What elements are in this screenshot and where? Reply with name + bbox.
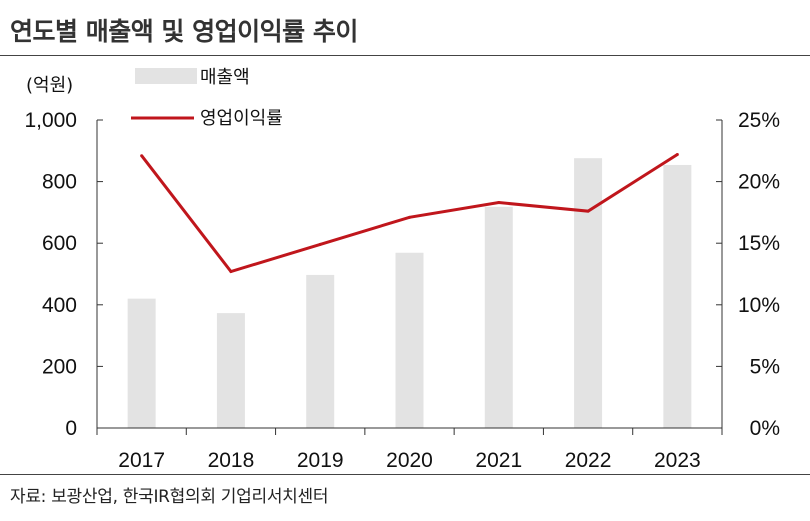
y-right-tick-label: 10% [738, 294, 780, 317]
y-right-tick-label: 5% [750, 355, 780, 378]
line-point-2023 [675, 152, 679, 156]
line-point-2022 [586, 209, 590, 213]
line-group [140, 152, 679, 274]
bar-2022 [574, 158, 603, 428]
y-right-tick-label: 15% [738, 232, 780, 255]
bar-2018 [216, 313, 245, 428]
x-tick-label: 2022 [565, 449, 612, 472]
bar-2021 [484, 206, 513, 428]
legend-swatch-bar [135, 68, 197, 84]
x-tick-label: 2017 [118, 449, 165, 472]
chart-title: 연도별 매출액 및 영업이익률 추이 [10, 17, 358, 46]
x-tick-label: 2021 [475, 449, 522, 472]
x-tick-label: 2019 [297, 449, 344, 472]
y-left-tick-label: 200 [42, 355, 77, 378]
bar-2019 [306, 274, 335, 428]
legend-label-line: 영업이익률 [200, 108, 283, 129]
legend-label-bar: 매출액 [200, 67, 250, 88]
bar-2017 [127, 298, 156, 428]
x-tick-label: 2018 [208, 449, 255, 472]
y-right-tick-label: 0% [750, 417, 780, 440]
y-left-tick-label: 1,000 [24, 109, 77, 132]
line-point-2020 [408, 215, 411, 219]
axes-group: 0 200 400 600 800 1,000 0% 5% 10% 15% 20% 25% 2017 20… [24, 75, 780, 472]
y-left-unit-label: (억원) [26, 75, 73, 96]
line-point-2017 [140, 154, 144, 158]
y-left-tick-label: 0 [65, 417, 77, 440]
line-point-2018 [229, 270, 233, 274]
y-left-tick-label: 400 [42, 294, 77, 317]
line-point-2021 [497, 201, 501, 205]
bottom-divider [0, 474, 810, 475]
line-point-2019 [318, 242, 322, 246]
top-divider [0, 55, 810, 56]
source-note: 자료: 보광산업, 한국IR협의회 기업리서치센터 [10, 487, 329, 507]
y-left-tick-label: 800 [42, 171, 77, 194]
x-tick-label: 2023 [654, 449, 701, 472]
bar-2023 [663, 164, 692, 428]
x-tick-label: 2020 [386, 449, 433, 472]
chart: 0 200 400 600 800 1,000 0% 5% 10% 15% 20% 25% 2017 20… [24, 67, 780, 472]
y-left-tick-label: 600 [42, 232, 77, 255]
y-right-tick-label: 25% [738, 109, 780, 132]
bar-2020 [395, 252, 424, 428]
y-right-tick-label: 20% [738, 171, 780, 194]
bars-group [127, 158, 692, 428]
